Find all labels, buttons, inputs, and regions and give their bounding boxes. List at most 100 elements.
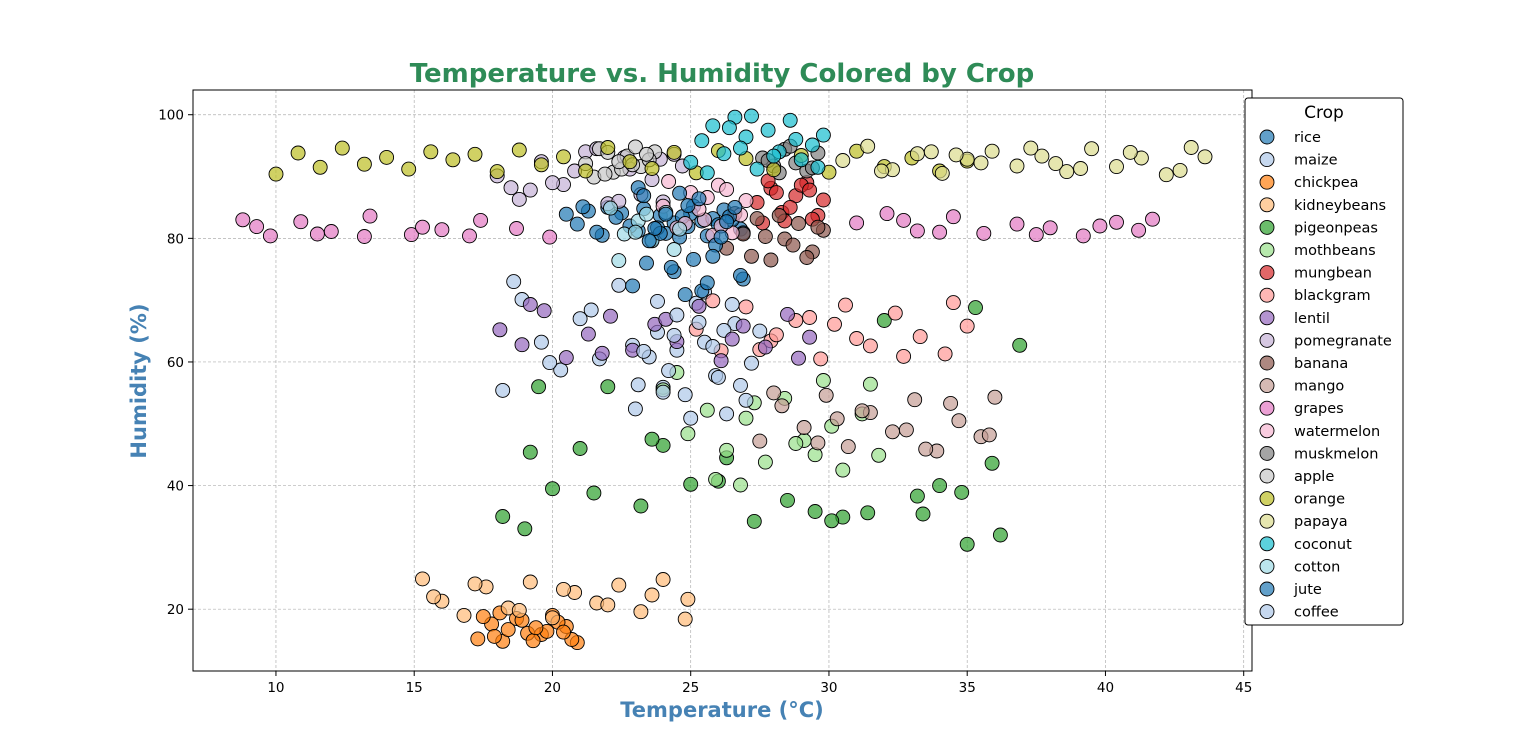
data-point: [473, 212, 489, 228]
legend-label: lentil: [1294, 311, 1330, 327]
data-point: [611, 577, 627, 593]
legend-item-kidneybeans: kidneybeans: [1259, 197, 1386, 214]
data-point: [467, 146, 483, 162]
data-point: [735, 318, 751, 334]
data-point: [677, 611, 693, 627]
data-point: [705, 293, 721, 309]
data-point: [945, 295, 961, 311]
legend-marker: [1259, 242, 1275, 258]
data-point: [622, 154, 638, 170]
x-tick-label: 10: [267, 680, 284, 696]
data-point: [268, 166, 284, 182]
y-axis-label: Humidity (%): [127, 303, 151, 458]
legend-marker: [1259, 287, 1275, 303]
data-point: [677, 287, 693, 303]
data-point: [752, 323, 768, 339]
data-point: [909, 488, 925, 504]
data-point: [829, 411, 845, 427]
data-point: [572, 311, 588, 327]
data-point: [644, 431, 660, 447]
data-point: [415, 219, 430, 235]
data-point: [1075, 228, 1091, 244]
data-point: [1197, 149, 1213, 165]
data-point: [636, 343, 652, 359]
data-point: [666, 144, 682, 160]
data-point: [1122, 144, 1138, 160]
data-point: [661, 363, 677, 379]
legend-title: Crop: [1304, 103, 1344, 123]
legend-label: pigeonpeas: [1294, 220, 1378, 236]
legend-label: jute: [1293, 582, 1322, 598]
data-point: [793, 152, 809, 168]
data-point: [533, 157, 549, 173]
data-point: [558, 206, 574, 222]
legend-marker: [1259, 129, 1275, 145]
data-point: [680, 591, 696, 607]
data-point: [627, 401, 643, 417]
data-point: [356, 229, 372, 244]
data-point: [802, 310, 818, 325]
x-tick-label: 35: [959, 680, 976, 696]
legend-item-pigeonpeas: pigeonpeas: [1259, 219, 1378, 236]
legend-item-jute: jute: [1259, 581, 1322, 598]
legend-marker: [1259, 423, 1275, 439]
data-point: [854, 403, 870, 419]
data-point: [683, 154, 699, 170]
data-point: [672, 185, 688, 201]
data-point: [362, 208, 378, 224]
y-tick-label: 60: [167, 355, 184, 371]
data-point: [583, 302, 599, 318]
data-point: [1048, 156, 1064, 172]
legend-marker: [1259, 219, 1275, 235]
legend-label: banana: [1294, 356, 1348, 372]
data-point: [807, 504, 823, 519]
data-point: [810, 219, 826, 235]
data-point: [691, 298, 707, 314]
data-point: [589, 224, 605, 240]
data-point: [840, 439, 856, 455]
data-point: [874, 163, 889, 179]
data-point: [766, 385, 782, 401]
legend: Crop rice maize chickpea kidneybeans pigeonp…: [1244, 97, 1404, 626]
data-point: [713, 229, 729, 245]
data-point: [1158, 167, 1174, 183]
data-point: [733, 477, 748, 493]
legend-item-chickpea: chickpea: [1259, 174, 1359, 191]
data-point: [757, 339, 773, 355]
data-point: [545, 481, 560, 497]
legend-label: pomegranate: [1294, 333, 1392, 349]
data-point: [752, 433, 768, 449]
data-point: [771, 208, 787, 223]
data-point: [810, 159, 826, 175]
data-point: [984, 455, 1000, 471]
legend-item-rice: rice: [1259, 129, 1321, 146]
data-point: [782, 199, 798, 215]
legend-marker: [1259, 152, 1275, 168]
data-point: [683, 410, 699, 426]
data-point: [545, 175, 560, 191]
data-point: [721, 120, 737, 136]
data-point: [500, 622, 516, 638]
series-chickpea: [470, 605, 585, 651]
x-tick-label: 25: [682, 680, 699, 696]
data-point: [401, 161, 417, 177]
data-point: [796, 420, 812, 435]
data-point: [356, 156, 372, 172]
data-point: [293, 214, 309, 230]
series-mothbeans: [655, 365, 887, 493]
data-point: [415, 571, 430, 587]
data-point: [249, 219, 265, 235]
data-point: [1084, 141, 1100, 157]
data-point: [744, 108, 759, 124]
data-point: [644, 587, 660, 603]
data-point: [749, 211, 765, 227]
series-coffee: [627, 293, 768, 426]
legend-item-grapes: grapes: [1259, 400, 1344, 417]
data-point: [641, 233, 657, 249]
data-point: [1034, 148, 1050, 164]
data-point: [1059, 164, 1075, 180]
data-point: [467, 576, 483, 592]
data-point: [760, 122, 776, 138]
legend-label: kidneybeans: [1294, 198, 1386, 214]
